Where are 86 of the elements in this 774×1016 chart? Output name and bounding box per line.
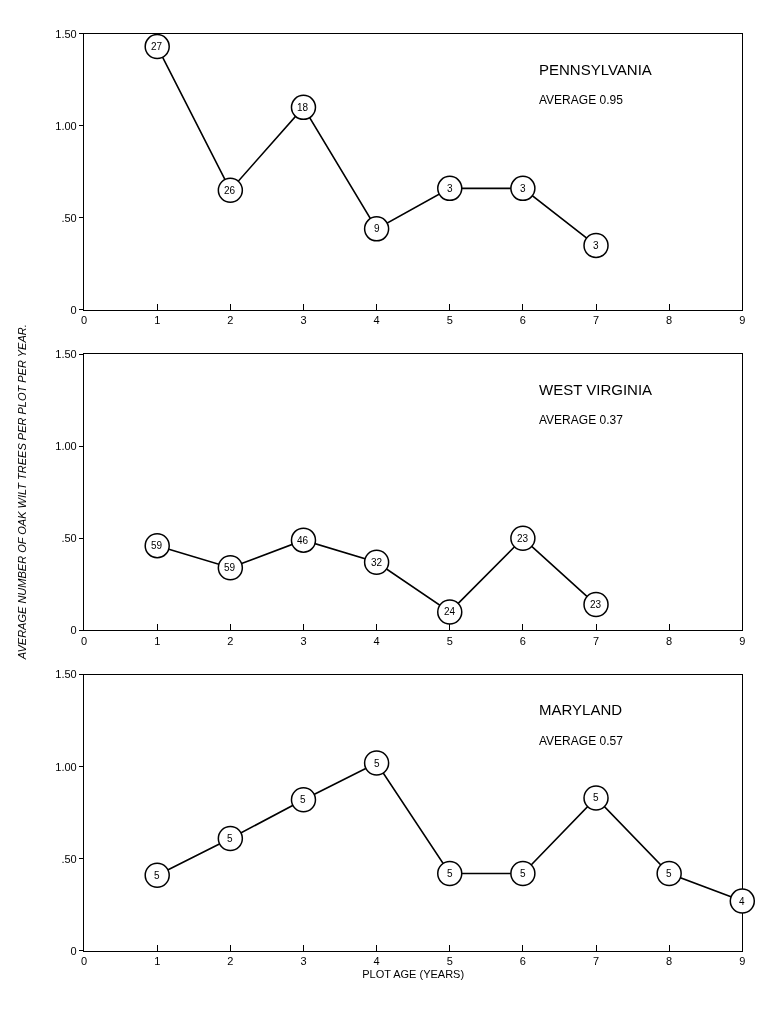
point [583,785,609,811]
point [510,860,536,887]
text: AVERAGE 0.57 [539,734,624,748]
point [144,862,170,889]
y-tick-label: .50 [61,532,77,545]
x-tick-label: 9 [739,314,746,327]
annotation: 3 [447,183,453,194]
x-tick-label: 3 [300,955,307,968]
annotation: 18 [297,102,309,113]
x-tick-label: 7 [592,634,600,647]
y-tick-label: 1.00 [55,440,77,453]
point [583,232,609,259]
y-axis-title: AVERAGE NUMBER OF OAK WILT TREES PER PLOT PER YEAR. [15,324,28,661]
x-tick-label: 5 [446,634,453,647]
point [363,216,390,242]
annotation: 5 [520,868,526,879]
annotation: 5 [666,868,672,879]
x-tick-label: 1 [154,314,161,327]
y-tick-label: .50 [61,211,77,224]
y-tick-label: 1.50 [55,668,77,681]
point [437,175,463,202]
annotation: 9 [374,223,380,234]
x-tick-label: 9 [739,634,746,647]
point [656,860,682,887]
point [290,787,317,813]
x-tick-label: 4 [373,955,380,968]
text: MARYLAND [539,701,623,718]
x-tick-label: 6 [519,955,526,968]
point [437,860,463,887]
x-tick-label: 1 [154,634,161,647]
annotation: 24 [444,606,456,617]
annotation: 59 [151,540,163,551]
x-tick-label: 6 [519,634,526,647]
x-tick-label: 8 [666,314,673,327]
y-tick-label: 0 [70,944,77,957]
x-tick-label: 7 [592,955,600,968]
x-tick-label: 4 [373,314,380,327]
point [510,175,536,202]
x-tick-label: 3 [300,634,307,647]
y-tick-label: 1.50 [55,27,77,40]
text: AVERAGE 0.37 [539,413,624,427]
y-tick-label: 1.00 [55,760,77,773]
x-tick-label: 2 [227,314,234,327]
x-tick-label: 1 [154,955,161,968]
annotation: 23 [590,599,602,610]
annotation: 4 [739,896,745,907]
y-tick-label: 1.50 [55,348,77,361]
x-tick-label: 6 [519,314,526,327]
annotation: 5 [447,868,453,879]
text: PENNSYLVANIA [539,61,652,78]
annotation: 5 [227,833,233,844]
point [363,750,390,776]
annotation: 3 [593,240,599,251]
y-tick-label: 0 [70,624,77,637]
annotation: 5 [154,870,160,881]
x-tick-label: 5 [446,955,453,968]
annotation: 5 [374,758,380,769]
y-tick-label: .50 [61,852,77,865]
y-tick-label: 1.00 [55,119,77,132]
annotation: 59 [224,562,236,573]
x-tick-label: 2 [227,955,234,968]
annotation: 27 [151,41,163,52]
text: AVERAGE 0.95 [539,93,624,107]
annotation: 23 [517,533,529,544]
x-tick-label: 3 [300,314,307,327]
x-tick-label: 2 [227,634,234,647]
x-tick-label: 4 [373,634,380,647]
annotation: 26 [224,185,236,196]
annotation: 5 [593,792,599,803]
x-tick-label: 9 [739,955,746,968]
annotation: 32 [371,557,383,568]
text: WEST VIRGINIA [539,381,653,398]
point [729,888,756,914]
annotation: 46 [297,535,309,546]
x-tick-label: 8 [666,955,673,968]
point [217,825,244,852]
x-tick-label: 5 [446,314,453,327]
x-axis-title: PLOT AGE (YEARS) [362,968,465,981]
annotation: 5 [300,794,306,805]
x-tick-label: 8 [666,634,673,647]
x-tick-label: 0 [81,634,88,647]
x-tick-label: 0 [81,955,88,968]
y-tick-label: 0 [70,303,77,316]
x-tick-label: 0 [81,314,88,327]
x-tick-label: 7 [592,314,600,327]
annotation: 3 [520,183,526,194]
